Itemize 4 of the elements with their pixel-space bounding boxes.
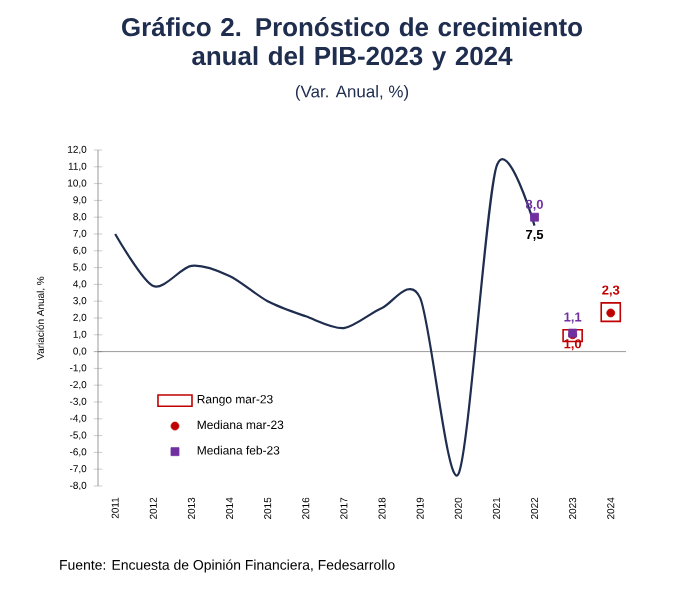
point [530,212,539,222]
point [606,308,616,318]
chart-subtitle: (Var. Anual, %) [295,85,409,101]
chart-title: Gráfico 2. Pronóstico de crecimiento anual del PIB-2023 y 2024 [122,17,582,71]
